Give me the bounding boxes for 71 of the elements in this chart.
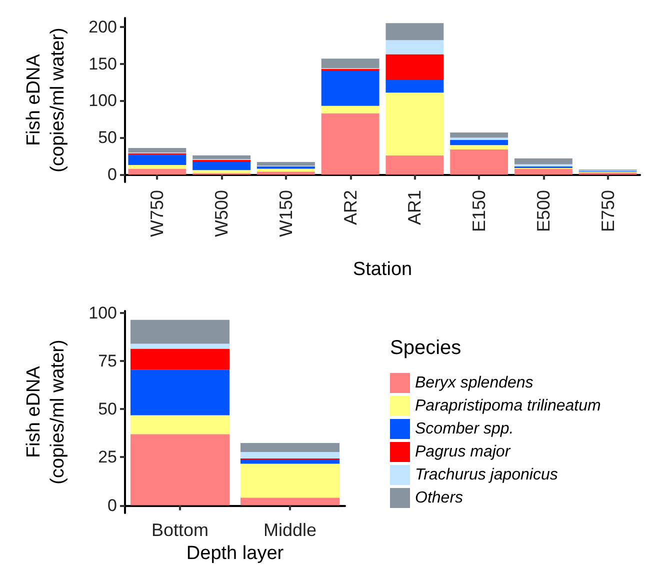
- bar: [450, 145, 508, 150]
- x-tick-label: W750: [147, 190, 168, 238]
- bar: [450, 132, 508, 138]
- legend-label: Trachurus japonicus: [415, 466, 558, 484]
- x-tick-label: AR1: [404, 190, 425, 226]
- bar: [386, 92, 444, 156]
- bar: [240, 464, 340, 498]
- bar: [128, 148, 186, 152]
- bar: [130, 415, 230, 434]
- bar: [128, 168, 186, 175]
- bar: [256, 168, 315, 172]
- bar: [240, 442, 340, 452]
- bar: [192, 162, 251, 170]
- bar: [450, 149, 508, 175]
- bar: [192, 170, 251, 174]
- y-tick-label: 100: [88, 91, 117, 110]
- legend-label: Parapristipoma trilineatum: [415, 398, 601, 414]
- x-tick-label: W500: [212, 190, 232, 238]
- bar: [130, 434, 230, 506]
- legend-label: Beryx splendens: [415, 374, 534, 392]
- bar: [130, 344, 230, 349]
- y-axis-title: Fish eDNA (copies/ml water): [24, 340, 68, 484]
- legend-label: Scomber spp.: [415, 420, 514, 438]
- bar: [130, 348, 230, 370]
- legend-label: Pagrus major: [415, 444, 511, 460]
- x-tick-label: E500: [533, 190, 554, 232]
- y-tick-label: 0: [108, 496, 117, 515]
- bar: [514, 158, 572, 164]
- y-tick-label: 50: [98, 400, 117, 419]
- bar: [386, 23, 444, 40]
- bar: [321, 58, 380, 68]
- y-axis-title: Fish eDNA (copies/ml water): [24, 28, 68, 172]
- bar: [386, 54, 444, 80]
- bar: [386, 80, 444, 93]
- bar: [256, 166, 315, 169]
- y-tick-label: 75: [98, 352, 117, 371]
- bar: [321, 113, 380, 175]
- bar: [256, 172, 315, 175]
- x-tick-label: Bottom: [151, 520, 209, 540]
- x-tick-label: W150: [276, 190, 296, 238]
- y-tick-label: 100: [88, 303, 117, 322]
- bar: [192, 155, 251, 160]
- bar: [256, 162, 315, 166]
- bar: [578, 172, 637, 175]
- bar: [130, 370, 230, 416]
- bar: [240, 452, 340, 459]
- bar: [192, 160, 251, 162]
- bar: [128, 165, 186, 169]
- bar: [128, 154, 186, 166]
- x-tick-label: AR2: [340, 190, 360, 226]
- x-tick-label: Middle: [263, 520, 317, 540]
- x-tick-label: E150: [469, 190, 490, 232]
- y-tick-label: 150: [88, 54, 117, 74]
- y-tick-label: 0: [108, 165, 117, 184]
- bar: [321, 70, 380, 106]
- legend-label: Others: [415, 490, 464, 506]
- x-axis-title: Depth layer: [186, 542, 284, 564]
- x-tick-label: E750: [598, 190, 618, 232]
- y-tick-label: 200: [88, 17, 117, 36]
- bar: [450, 140, 508, 146]
- x-axis-title: Station: [352, 259, 412, 280]
- bar: [321, 106, 380, 114]
- bar: [514, 168, 572, 175]
- y-tick-label: 50: [98, 128, 117, 148]
- bar: [240, 460, 340, 464]
- bar: [386, 155, 444, 175]
- bar: [130, 320, 230, 344]
- bar: [386, 40, 444, 54]
- y-tick-label: 25: [98, 448, 117, 467]
- legend-title: Species: [390, 337, 462, 359]
- bar: [240, 498, 340, 506]
